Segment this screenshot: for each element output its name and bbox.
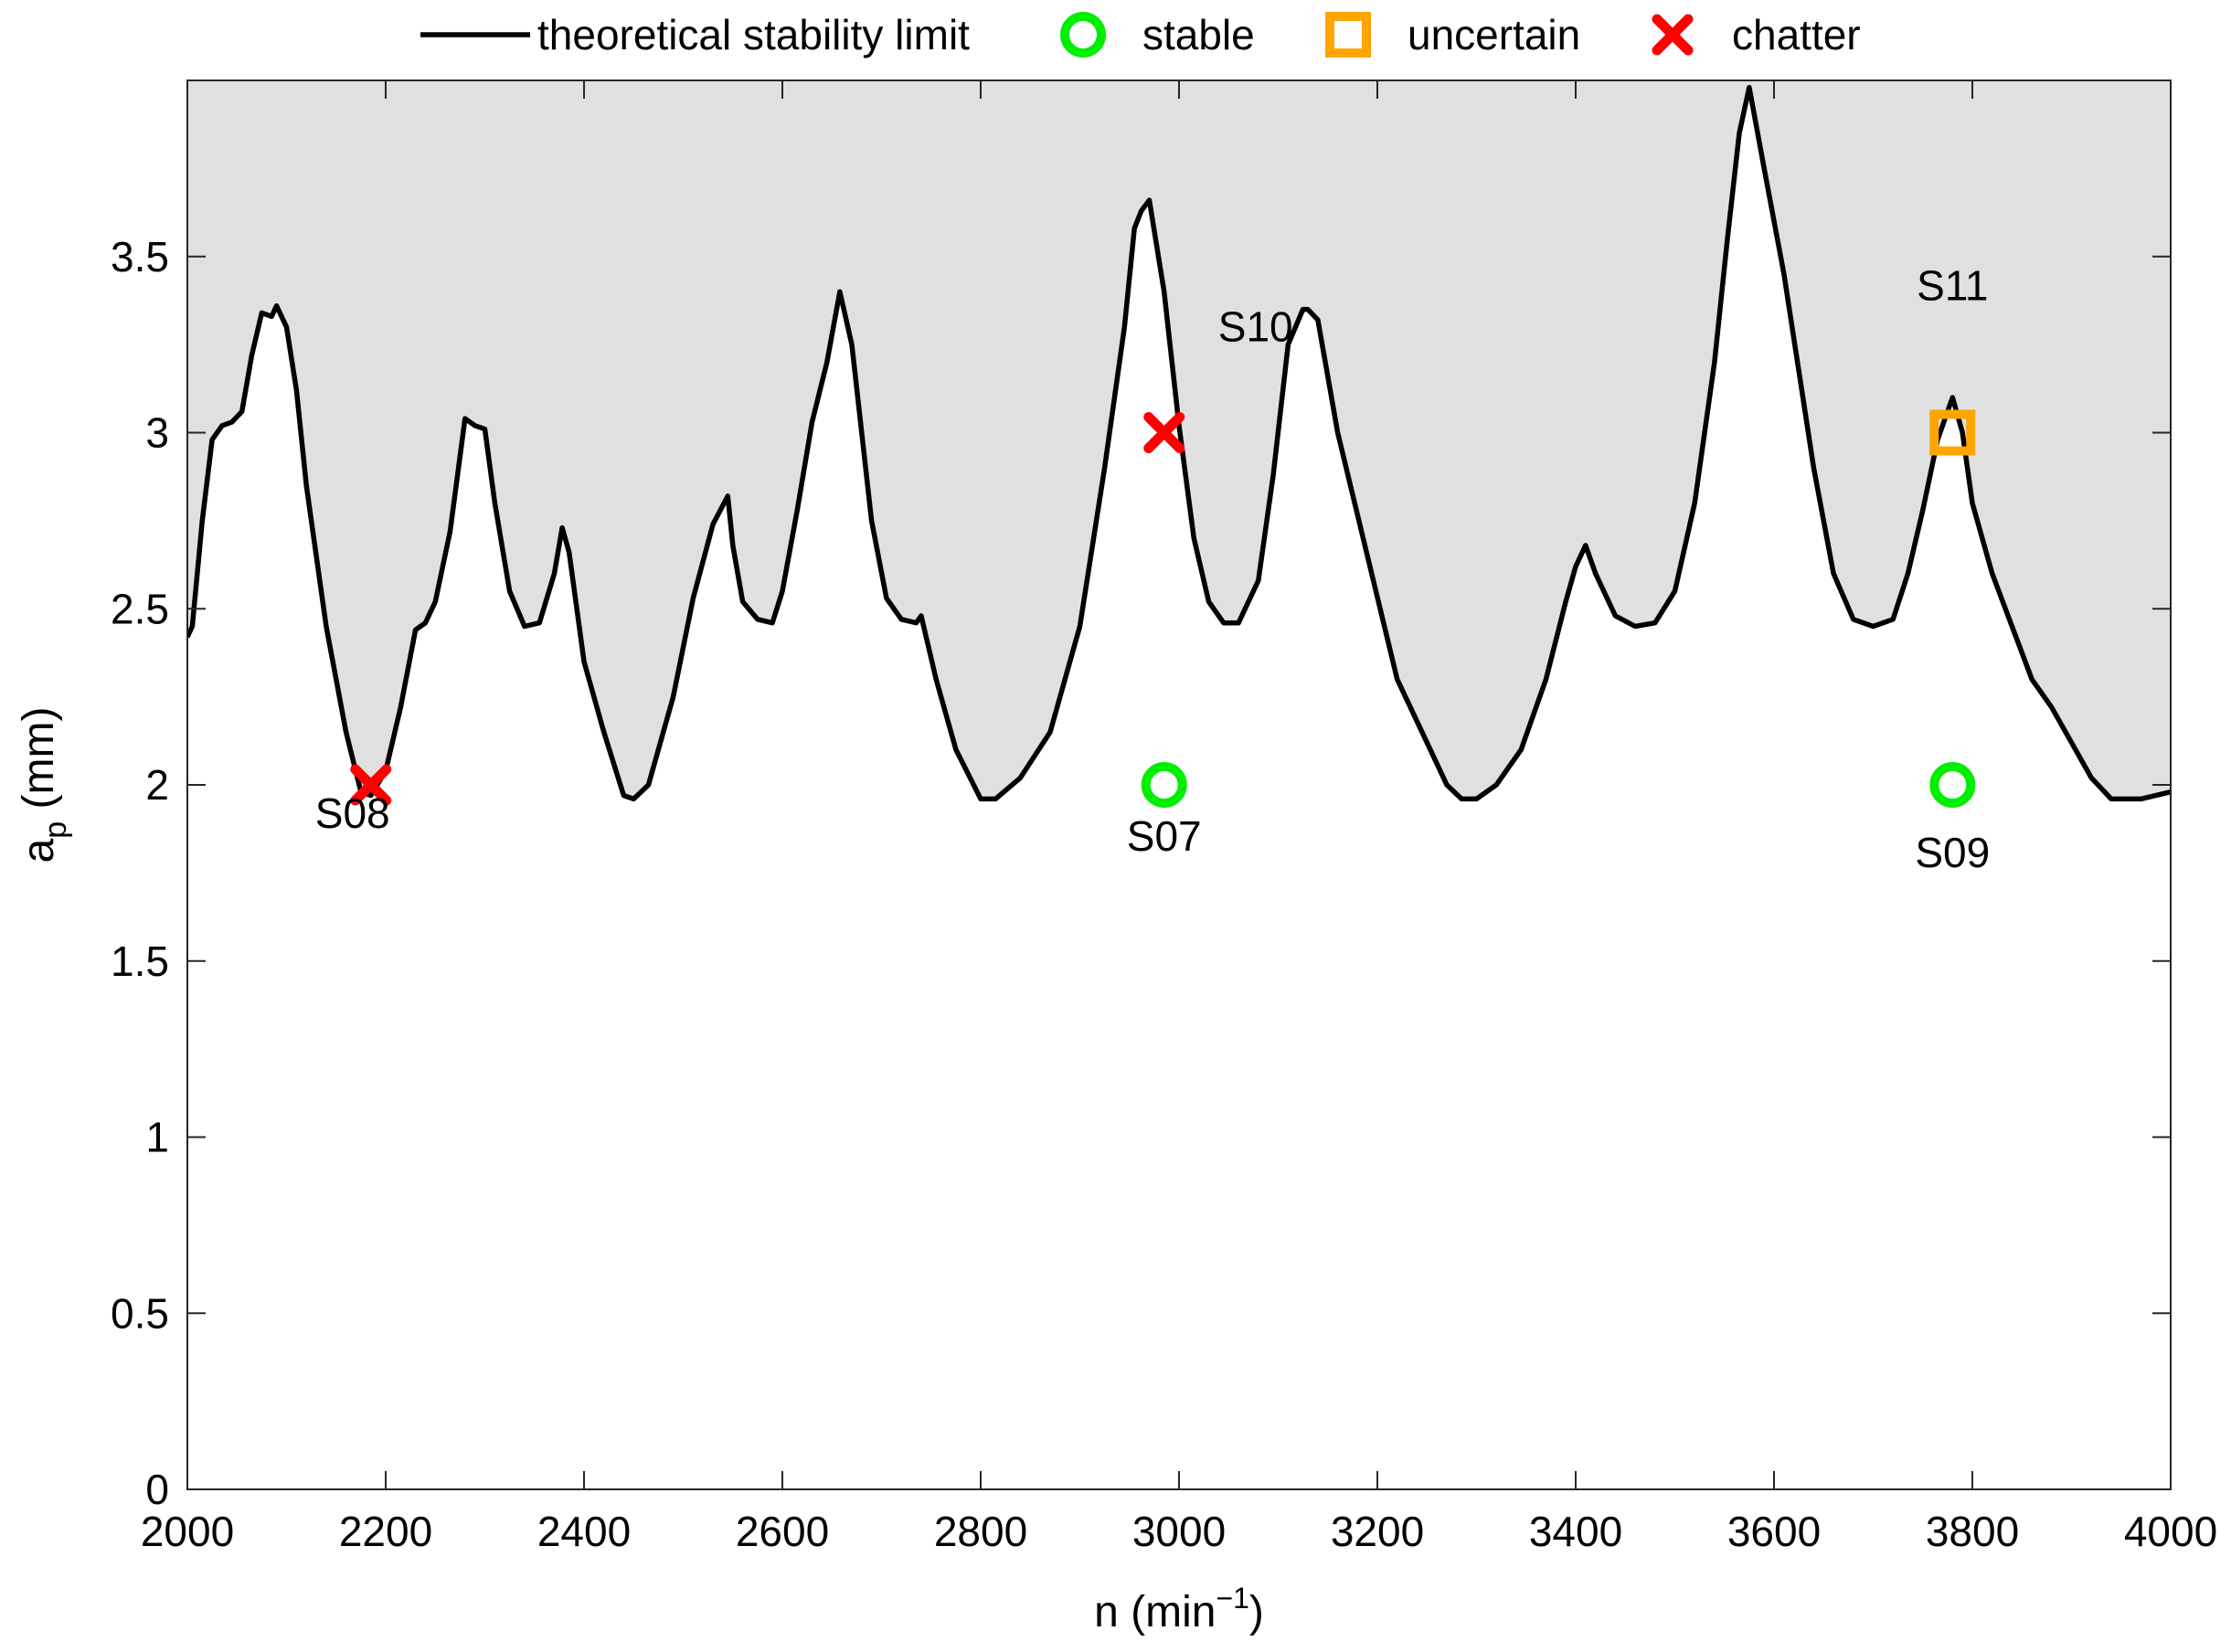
- x-tick-label: 3200: [1331, 1508, 1424, 1555]
- y-axis-title: ap (mm): [15, 707, 73, 863]
- legend-stable: stable: [1142, 11, 1255, 58]
- y-tick-label: 1.5: [111, 937, 169, 985]
- label-s07: S07: [1127, 812, 1202, 860]
- x-tick-label: 3800: [1926, 1508, 2019, 1555]
- unstable-region: [187, 80, 2171, 800]
- x-tick-label: 2200: [339, 1508, 432, 1555]
- x-axis-title-sup: −1: [1216, 1582, 1248, 1615]
- x-tick-label: 2600: [736, 1508, 829, 1555]
- legend: theoretical stability limit stable uncerta…: [420, 11, 1861, 58]
- x-tick-label: 2800: [934, 1508, 1027, 1555]
- stability-limit-line: [187, 84, 2171, 802]
- label-s09: S09: [1915, 829, 1990, 876]
- x-tick-label: 3600: [1727, 1508, 1821, 1555]
- plot-area: [187, 80, 2171, 802]
- y-tick-label: 3.5: [111, 233, 169, 281]
- y-tick-label: 0: [145, 1466, 169, 1513]
- marker-s10-stroke-b: [1143, 412, 1185, 453]
- legend-theoretical-stability-limit: theoretical stability limit: [537, 11, 970, 58]
- y-axis-title-sub: p: [38, 821, 73, 839]
- marker-s07: [1141, 762, 1187, 808]
- y-axis-title-main: a: [15, 838, 63, 863]
- label-s10: S10: [1218, 303, 1293, 351]
- legend-chatter-swatch-stroke-b: [1652, 14, 1694, 56]
- legend-uncertain-swatch: [1325, 12, 1371, 58]
- y-tick-label: 1: [145, 1114, 169, 1161]
- marker-s08: [350, 764, 392, 806]
- y-tick-label: 2: [145, 761, 169, 809]
- marker-s09: [1929, 762, 1976, 808]
- legend-chatter-swatch: [1652, 14, 1694, 56]
- x-axis-title-main: n (min: [1094, 1588, 1216, 1636]
- legend-stable-swatch: [1060, 12, 1106, 58]
- y-tick-label: 0.5: [111, 1289, 169, 1337]
- x-tick-label: 2000: [141, 1508, 234, 1555]
- x-axis-title: n (min−1): [1094, 1582, 1264, 1636]
- legend-uncertain: uncertain: [1408, 11, 1580, 58]
- marker-s10: [1143, 412, 1185, 453]
- label-s11: S11: [1917, 262, 1988, 310]
- legend-chatter: chatter: [1732, 11, 1861, 58]
- experiment-markers: [350, 409, 1976, 808]
- x-tick-label: 3400: [1529, 1508, 1622, 1555]
- marker-s11: [1929, 409, 1976, 456]
- x-tick-label: 4000: [2124, 1508, 2217, 1555]
- axes: 2000 2200 2400 2600 2800 3000 3200 3400 3600 3800…: [15, 79, 2217, 1636]
- y-axis-title-rest: (mm): [15, 707, 63, 821]
- y-tick-label: 2.5: [111, 585, 169, 632]
- x-axis-title-close: ): [1249, 1588, 1264, 1636]
- annotations: S08 S07 S10 S09 S11: [315, 262, 1990, 877]
- x-tick-label: 2400: [537, 1508, 631, 1555]
- label-s08: S08: [315, 789, 390, 837]
- x-tick-label: 3000: [1132, 1508, 1226, 1555]
- marker-s08-stroke-b: [350, 764, 392, 806]
- y-tick-label: 3: [145, 409, 169, 457]
